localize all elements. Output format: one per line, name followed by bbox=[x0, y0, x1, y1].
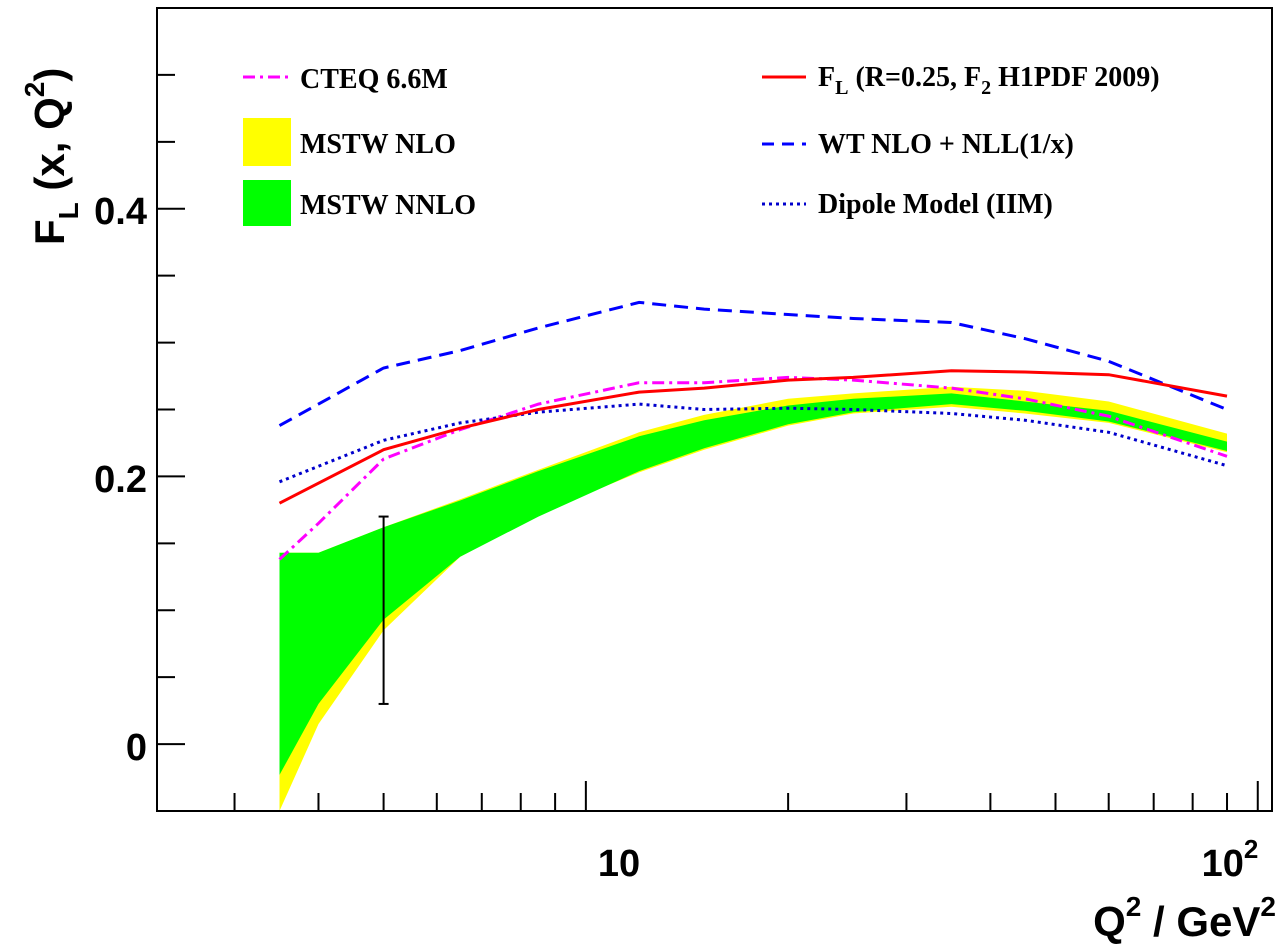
x-axis-title: Q2 / GeV2 bbox=[1093, 891, 1276, 945]
lines-layer bbox=[278, 300, 1228, 561]
legend-right: FL (R=0.25, F2 H1PDF 2009) WT NLO + NLL(… bbox=[762, 62, 1160, 220]
legend-label-mstw-nnlo: MSTW NNLO bbox=[300, 190, 476, 221]
legend-label-fl: FL (R=0.25, F2 H1PDF 2009) bbox=[818, 62, 1160, 99]
x-tick-label-100: 102 bbox=[1202, 834, 1259, 885]
legend-swatch-mstw-nnlo bbox=[243, 180, 291, 226]
ticks-layer bbox=[157, 73, 1259, 811]
errorbar-layer bbox=[378, 515, 389, 705]
x-tick-label-10: 10 bbox=[598, 843, 640, 885]
legend-label-wt: WT NLO + NLL(1/x) bbox=[818, 129, 1074, 160]
series-line-wt-nlo-nll-1-x bbox=[278, 300, 1228, 427]
y-tick-label-0.4: 0.4 bbox=[94, 191, 147, 233]
legend-label-cteq: CTEQ 6.6M bbox=[300, 64, 448, 95]
y-axis-title: FL (x, Q2) bbox=[19, 68, 84, 245]
y-tick-label-0: 0 bbox=[126, 727, 147, 769]
legend-label-mstw-nlo: MSTW NLO bbox=[300, 129, 456, 160]
legend-left: CTEQ 6.6M MSTW NLO MSTW NNLO bbox=[243, 64, 476, 226]
legend-swatch-mstw-nlo bbox=[243, 118, 291, 166]
y-tick-label-0.2: 0.2 bbox=[94, 459, 147, 501]
band-mstw-nnlo bbox=[279, 393, 1227, 775]
series-line-cteq-6-6m bbox=[278, 375, 1228, 561]
series-line-f-l-r-0-25-f-2-h1pdf-2009 bbox=[278, 369, 1228, 505]
series-line-dipole-model-iim bbox=[278, 402, 1228, 484]
legend-label-dipole: Dipole Model (IIM) bbox=[818, 189, 1053, 220]
band-mstw-nlo bbox=[279, 386, 1227, 811]
bands-layer bbox=[279, 386, 1227, 811]
